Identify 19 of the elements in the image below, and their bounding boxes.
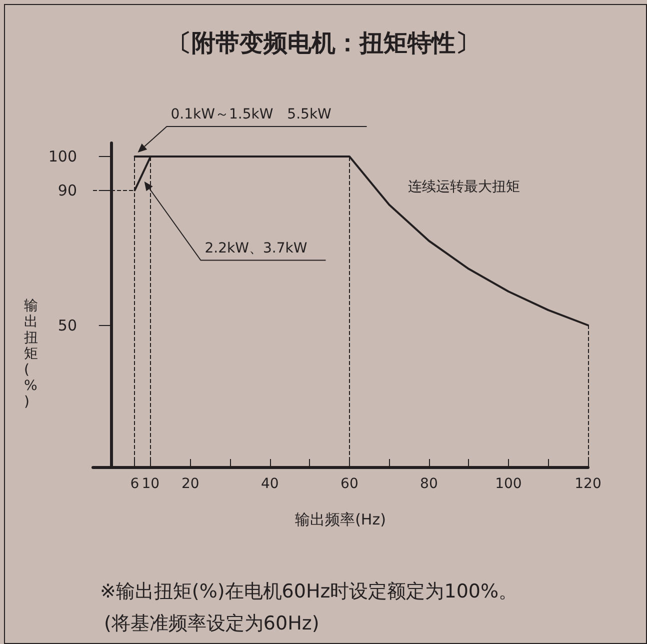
x-tick-label: 120: [574, 476, 602, 492]
x-tick-label: 60: [340, 476, 358, 492]
chart-title: 〔附带变频电机：扭矩特性〕: [168, 29, 480, 57]
text: 2.2kW、3.7kW: [204, 240, 308, 256]
x-tick-label: 100: [495, 476, 522, 492]
x-axis-title: 输出频率(Hz): [295, 510, 386, 528]
x-tick-label: 6: [130, 476, 140, 492]
x-tick-label: 40: [261, 476, 279, 492]
y-axis-title: 输出扭矩(%): [24, 298, 38, 410]
text: (将基准频率设定为60Hz): [104, 612, 320, 634]
text: 0.1kW～1.5kW 5.5kW: [170, 106, 332, 122]
y-tick-label: 100: [48, 148, 77, 166]
x-tick-label: 10: [142, 476, 160, 492]
y-tick-label: 90: [58, 181, 77, 200]
text: ※输出扭矩(%)在电机60Hz时设定额定为100%。: [100, 580, 518, 602]
x-tick-label: 80: [420, 476, 438, 492]
x-tick-label: 20: [181, 476, 200, 492]
annotation: 连续运转最大扭矩: [408, 179, 520, 195]
y-tick-label: 50: [58, 316, 77, 334]
